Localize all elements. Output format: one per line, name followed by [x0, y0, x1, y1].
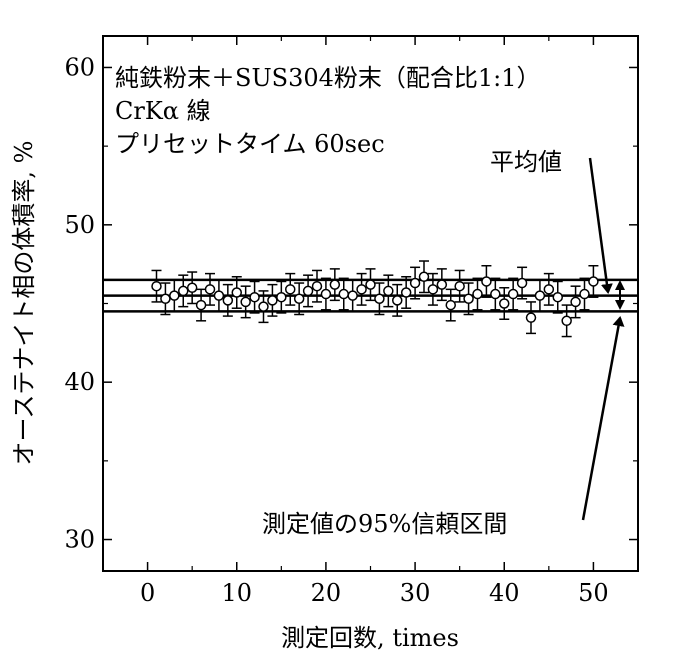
data-point: [249, 291, 260, 303]
data-point: [195, 299, 207, 311]
data-point: [490, 288, 501, 300]
data-point: [543, 284, 555, 295]
data-point: [258, 301, 269, 312]
data-point: [178, 285, 189, 297]
data-point: [516, 277, 528, 289]
data-point: [499, 298, 510, 309]
data-point: [186, 282, 198, 294]
data-point: [436, 279, 448, 290]
data-point: [481, 276, 492, 287]
data-point: [427, 284, 439, 295]
data-points: [151, 271, 599, 327]
y-tick-label: 50: [64, 211, 95, 239]
data-point: [213, 290, 225, 301]
data-point: [400, 287, 412, 298]
data-point: [231, 287, 242, 298]
data-point: [151, 280, 162, 292]
x-tick-label: 10: [221, 579, 252, 607]
ci-arrowhead-down: [615, 300, 625, 310]
data-point: [525, 312, 537, 323]
data-point: [267, 295, 278, 306]
data-point: [454, 280, 465, 292]
data-point: [552, 291, 563, 303]
ci-arrow: [581, 316, 625, 521]
data-point: [285, 284, 296, 295]
data-point: [293, 293, 305, 305]
data-point: [204, 284, 216, 295]
data-point: [365, 279, 376, 290]
data-point: [463, 293, 474, 305]
data-point: [409, 277, 421, 289]
data-point: [347, 290, 358, 301]
y-tick-label: 40: [64, 368, 95, 396]
y-axis-title: オーステナイト相の体積率, %: [10, 141, 38, 466]
data-point: [418, 271, 430, 282]
data-point: [579, 288, 590, 300]
data-point: [445, 299, 456, 311]
x-tick-label: 50: [578, 579, 609, 607]
data-point: [383, 285, 394, 297]
mean-label: 平均値: [490, 148, 562, 176]
annotation-line-2: CrKα 線: [115, 97, 211, 125]
data-point: [338, 288, 349, 300]
annotation-line-3: プリセットタイム 60sec: [115, 130, 385, 158]
data-point: [320, 288, 332, 300]
data-point: [160, 293, 171, 305]
x-axis-title: 測定回数, times: [281, 624, 459, 652]
data-point: [302, 285, 314, 297]
annotation-line-1: 純鉄粉末＋SUS304粉末（配合比1:1）: [115, 64, 541, 92]
data-point: [374, 293, 385, 305]
data-point: [311, 280, 323, 292]
x-tick-label: 30: [400, 579, 431, 607]
data-point: [588, 276, 599, 287]
y-axis-ticks: 30 40 50 60: [64, 53, 638, 554]
data-point: [169, 290, 180, 301]
x-tick-label: 40: [489, 579, 520, 607]
y-tick-label: 60: [64, 53, 95, 81]
y-tick-label: 30: [64, 526, 95, 554]
data-point: [534, 290, 546, 301]
data-point: [507, 288, 519, 300]
data-point: [276, 291, 287, 303]
data-point: [570, 296, 581, 308]
data-point: [329, 279, 341, 290]
x-tick-label: 20: [311, 579, 342, 607]
x-axis-ticks: 0 10 20 30 40 50: [102, 36, 639, 607]
data-point: [561, 315, 572, 327]
data-point: [222, 295, 234, 306]
ci-arrowhead-up: [615, 280, 625, 290]
data-point: [472, 288, 483, 300]
x-tick-label: 0: [140, 579, 155, 607]
data-point: [356, 284, 367, 295]
mean-arrow: [588, 157, 613, 294]
data-point: [240, 296, 251, 308]
data-point: [392, 295, 403, 306]
ci-label: 測定値の95%信頼区間: [262, 510, 507, 538]
